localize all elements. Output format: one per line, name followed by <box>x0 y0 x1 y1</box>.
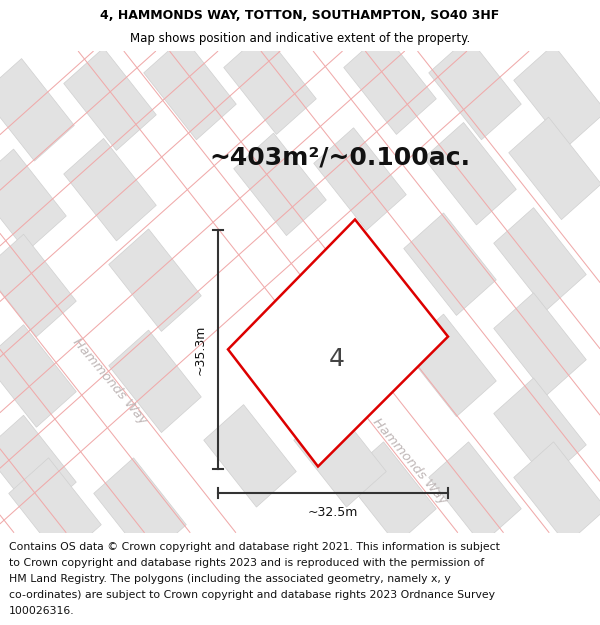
Polygon shape <box>0 234 76 337</box>
Polygon shape <box>144 38 236 140</box>
Text: to Crown copyright and database rights 2023 and is reproduced with the permissio: to Crown copyright and database rights 2… <box>9 558 484 568</box>
Polygon shape <box>0 415 76 518</box>
Polygon shape <box>494 208 586 310</box>
Polygon shape <box>204 404 296 507</box>
Polygon shape <box>94 458 186 560</box>
Polygon shape <box>294 404 386 507</box>
Text: Hammonds Way: Hammonds Way <box>370 416 450 507</box>
Text: Map shows position and indicative extent of the property.: Map shows position and indicative extent… <box>130 32 470 45</box>
Polygon shape <box>64 138 156 241</box>
Text: HM Land Registry. The polygons (including the associated geometry, namely x, y: HM Land Registry. The polygons (includin… <box>9 574 451 584</box>
Text: Hammonds Way: Hammonds Way <box>70 336 150 427</box>
Polygon shape <box>404 314 496 417</box>
Polygon shape <box>429 442 521 544</box>
Polygon shape <box>109 229 201 331</box>
Polygon shape <box>224 32 316 134</box>
Polygon shape <box>509 117 600 219</box>
Polygon shape <box>234 133 326 236</box>
Polygon shape <box>0 59 74 161</box>
Polygon shape <box>424 122 516 225</box>
Text: ~403m²/~0.100ac.: ~403m²/~0.100ac. <box>209 146 470 170</box>
Polygon shape <box>109 330 201 432</box>
Polygon shape <box>404 213 496 316</box>
Polygon shape <box>494 378 586 481</box>
Polygon shape <box>0 149 66 251</box>
Polygon shape <box>344 32 436 134</box>
Polygon shape <box>514 45 600 148</box>
Text: 100026316.: 100026316. <box>9 606 74 616</box>
Polygon shape <box>494 292 586 395</box>
Polygon shape <box>228 219 448 466</box>
Text: Contains OS data © Crown copyright and database right 2021. This information is : Contains OS data © Crown copyright and d… <box>9 542 500 552</box>
Polygon shape <box>344 442 436 544</box>
Polygon shape <box>64 48 156 151</box>
Text: 4, HAMMONDS WAY, TOTTON, SOUTHAMPTON, SO40 3HF: 4, HAMMONDS WAY, TOTTON, SOUTHAMPTON, SO… <box>100 9 500 22</box>
Polygon shape <box>9 458 101 560</box>
Polygon shape <box>0 325 76 428</box>
Polygon shape <box>514 442 600 544</box>
Text: ~32.5m: ~32.5m <box>308 506 358 519</box>
Polygon shape <box>314 127 406 230</box>
Text: ~35.3m: ~35.3m <box>193 324 206 374</box>
Text: 4: 4 <box>329 347 345 371</box>
Text: co-ordinates) are subject to Crown copyright and database rights 2023 Ordnance S: co-ordinates) are subject to Crown copyr… <box>9 590 495 600</box>
Polygon shape <box>429 38 521 140</box>
